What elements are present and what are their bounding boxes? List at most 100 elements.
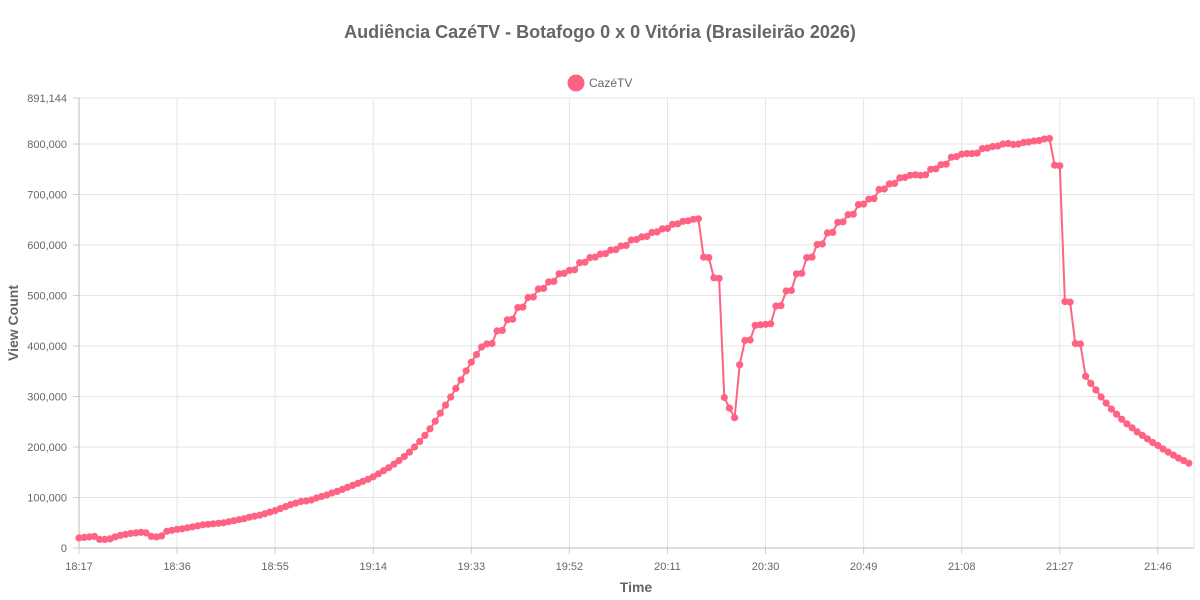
data-point[interactable] xyxy=(1045,134,1054,143)
data-point[interactable] xyxy=(1128,424,1136,432)
data-point[interactable] xyxy=(968,150,976,158)
data-point[interactable] xyxy=(1009,140,1017,149)
data-point[interactable] xyxy=(834,218,842,226)
data-point[interactable] xyxy=(85,533,93,541)
data-point[interactable] xyxy=(601,250,610,258)
data-point[interactable] xyxy=(1040,135,1048,143)
data-point[interactable] xyxy=(374,470,382,478)
data-point[interactable] xyxy=(1107,405,1115,413)
data-point[interactable] xyxy=(725,404,734,412)
data-point[interactable] xyxy=(844,211,852,219)
data-point[interactable] xyxy=(963,150,971,158)
data-point[interactable] xyxy=(410,443,419,451)
data-point[interactable] xyxy=(1056,162,1064,170)
data-point[interactable] xyxy=(1138,431,1146,439)
data-point[interactable] xyxy=(369,473,377,481)
data-point[interactable] xyxy=(798,269,806,277)
data-point[interactable] xyxy=(731,414,739,422)
data-point[interactable] xyxy=(927,165,935,173)
data-point[interactable] xyxy=(457,376,465,384)
data-point[interactable] xyxy=(865,195,873,203)
data-point[interactable] xyxy=(447,393,455,401)
data-point[interactable] xyxy=(1102,399,1110,407)
data-point[interactable] xyxy=(782,287,790,295)
data-point[interactable] xyxy=(472,351,481,359)
data-point[interactable] xyxy=(777,302,785,310)
data-point[interactable] xyxy=(1154,441,1162,450)
data-point[interactable] xyxy=(720,393,728,402)
data-point[interactable] xyxy=(792,270,801,278)
data-point[interactable] xyxy=(101,535,109,544)
data-point[interactable] xyxy=(431,417,439,425)
data-point[interactable] xyxy=(385,464,393,472)
data-point[interactable] xyxy=(508,315,517,323)
data-point[interactable] xyxy=(436,409,444,417)
data-point[interactable] xyxy=(787,286,796,295)
data-point[interactable] xyxy=(622,241,630,250)
data-point[interactable] xyxy=(209,520,217,528)
data-point[interactable] xyxy=(529,293,537,301)
data-point[interactable] xyxy=(663,224,672,232)
data-point[interactable] xyxy=(694,215,703,223)
data-point[interactable] xyxy=(746,336,754,344)
data-point[interactable] xyxy=(75,534,83,542)
data-point[interactable] xyxy=(493,327,501,335)
data-point[interactable] xyxy=(1051,161,1059,169)
data-point[interactable] xyxy=(565,266,574,274)
data-point[interactable] xyxy=(467,358,475,366)
data-point[interactable] xyxy=(483,340,491,348)
data-point[interactable] xyxy=(127,529,135,538)
data-point[interactable] xyxy=(550,277,558,285)
data-point[interactable] xyxy=(658,225,666,233)
data-point[interactable] xyxy=(891,179,899,187)
data-point[interactable] xyxy=(421,431,429,439)
data-point[interactable] xyxy=(571,266,579,274)
data-point[interactable] xyxy=(498,326,506,334)
data-point[interactable] xyxy=(137,528,145,536)
data-point[interactable] xyxy=(942,160,950,168)
data-point[interactable] xyxy=(1061,298,1069,306)
data-point[interactable] xyxy=(503,316,511,324)
data-point[interactable] xyxy=(158,532,166,540)
data-point[interactable] xyxy=(441,401,450,409)
data-point[interactable] xyxy=(519,303,527,311)
data-point[interactable] xyxy=(1087,379,1095,387)
data-point[interactable] xyxy=(700,253,708,261)
data-point[interactable] xyxy=(488,339,496,348)
data-point[interactable] xyxy=(958,150,966,158)
data-point[interactable] xyxy=(849,210,857,218)
data-point[interactable] xyxy=(1185,459,1193,467)
data-point[interactable] xyxy=(462,367,470,375)
data-point[interactable] xyxy=(973,149,981,157)
data-point[interactable] xyxy=(612,246,620,254)
data-point[interactable] xyxy=(617,242,625,250)
data-point[interactable] xyxy=(710,274,718,282)
data-point[interactable] xyxy=(1159,445,1167,453)
data-point[interactable] xyxy=(1082,372,1090,380)
data-point[interactable] xyxy=(405,448,413,456)
data-point[interactable] xyxy=(860,200,868,208)
data-point[interactable] xyxy=(395,457,403,465)
data-point[interactable] xyxy=(400,453,408,461)
data-point[interactable] xyxy=(669,220,677,228)
data-point[interactable] xyxy=(199,521,207,529)
data-point[interactable] xyxy=(1066,298,1074,306)
data-point[interactable] xyxy=(823,229,832,237)
data-point[interactable] xyxy=(1076,340,1084,348)
data-point[interactable] xyxy=(1164,448,1172,456)
data-point[interactable] xyxy=(870,195,878,203)
data-point[interactable] xyxy=(839,218,847,226)
data-point[interactable] xyxy=(1092,386,1100,394)
data-point[interactable] xyxy=(426,425,434,433)
data-point[interactable] xyxy=(736,361,744,369)
data-point[interactable] xyxy=(96,535,104,544)
data-point[interactable] xyxy=(922,171,930,179)
data-point[interactable] xyxy=(478,343,486,351)
data-point[interactable] xyxy=(767,320,775,328)
data-point[interactable] xyxy=(591,253,599,261)
data-point[interactable] xyxy=(586,254,594,262)
data-point[interactable] xyxy=(1097,393,1105,401)
data-point[interactable] xyxy=(560,269,568,277)
data-point[interactable] xyxy=(932,165,940,173)
data-point[interactable] xyxy=(534,285,543,293)
